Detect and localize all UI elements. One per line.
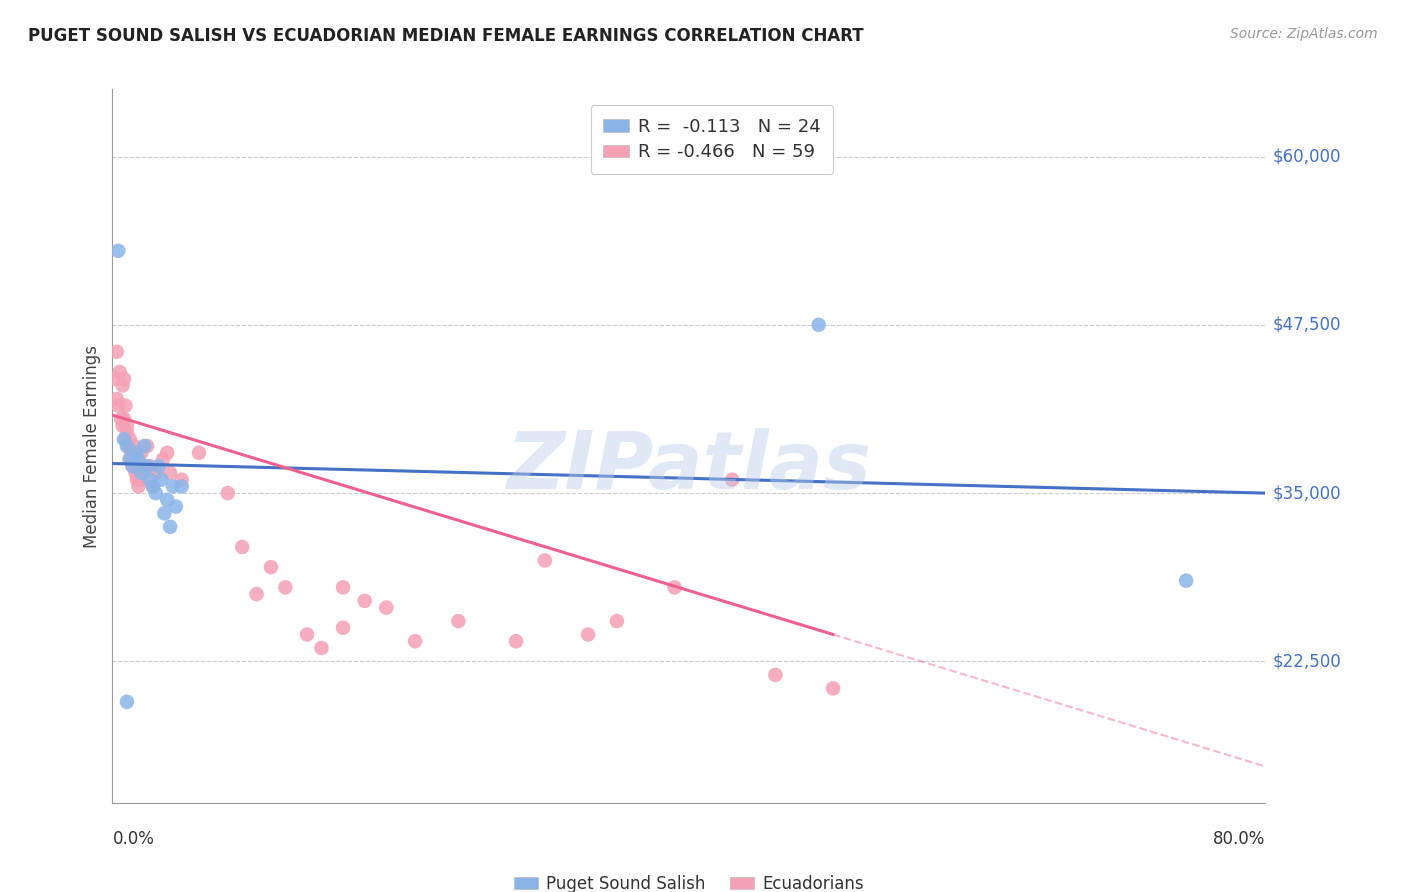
Point <box>311 640 333 655</box>
Point <box>159 466 181 480</box>
Point <box>150 473 173 487</box>
Point <box>105 392 128 406</box>
Point <box>117 439 139 453</box>
Text: $60,000: $60,000 <box>1272 147 1341 166</box>
Point <box>114 432 136 446</box>
Point <box>139 473 162 487</box>
Point <box>115 439 138 453</box>
Text: $35,000: $35,000 <box>1272 484 1341 502</box>
Point <box>721 473 744 487</box>
Point <box>664 580 686 594</box>
Point <box>104 372 127 386</box>
Point <box>115 695 138 709</box>
Point <box>139 459 162 474</box>
Point <box>353 594 375 608</box>
Point <box>807 318 830 332</box>
Point <box>134 439 156 453</box>
Point <box>765 668 787 682</box>
Point <box>332 580 354 594</box>
Point <box>156 492 179 507</box>
Text: PUGET SOUND SALISH VS ECUADORIAN MEDIAN FEMALE EARNINGS CORRELATION CHART: PUGET SOUND SALISH VS ECUADORIAN MEDIAN … <box>28 27 863 45</box>
Point <box>118 432 141 446</box>
Point <box>245 587 267 601</box>
Point <box>110 412 132 426</box>
Point <box>231 540 253 554</box>
Point <box>121 459 143 474</box>
Point <box>136 459 159 474</box>
Point <box>188 446 211 460</box>
Point <box>170 473 193 487</box>
Legend: Puget Sound Salish, Ecuadorians: Puget Sound Salish, Ecuadorians <box>508 868 870 892</box>
Point <box>107 399 129 413</box>
Text: ZIPatlas: ZIPatlas <box>506 428 872 507</box>
Point <box>1175 574 1198 588</box>
Point <box>111 418 134 433</box>
Point <box>145 466 167 480</box>
Point <box>107 244 129 258</box>
Point <box>105 344 128 359</box>
Point <box>148 459 170 474</box>
Point <box>132 459 155 474</box>
Point <box>533 553 555 567</box>
Point <box>124 446 146 460</box>
Point <box>124 452 146 467</box>
Text: Source: ZipAtlas.com: Source: ZipAtlas.com <box>1230 27 1378 41</box>
Point <box>115 418 138 433</box>
Point <box>127 459 149 474</box>
Point <box>505 634 527 648</box>
Point <box>128 473 150 487</box>
Text: $22,500: $22,500 <box>1272 652 1341 671</box>
Text: $47,500: $47,500 <box>1272 316 1341 334</box>
Point <box>127 452 149 467</box>
Point <box>118 452 141 467</box>
Point <box>112 412 135 426</box>
Point <box>217 486 239 500</box>
Point <box>260 560 283 574</box>
Point <box>152 452 174 467</box>
Point <box>142 479 165 493</box>
Point <box>142 479 165 493</box>
Point <box>159 520 181 534</box>
Point <box>111 378 134 392</box>
Point <box>156 446 179 460</box>
Point <box>134 466 156 480</box>
Point <box>136 439 159 453</box>
Point <box>121 459 143 474</box>
Point <box>821 681 844 696</box>
Point <box>112 372 135 386</box>
Point <box>129 466 153 480</box>
Point <box>122 439 145 453</box>
Point <box>124 466 146 480</box>
Point <box>115 425 138 440</box>
Point <box>332 621 354 635</box>
Point <box>125 473 148 487</box>
Text: 80.0%: 80.0% <box>1213 830 1265 847</box>
Point <box>404 634 426 648</box>
Y-axis label: Median Female Earnings: Median Female Earnings <box>83 344 101 548</box>
Point <box>162 479 184 493</box>
Point <box>112 432 135 446</box>
Point <box>127 479 149 493</box>
Point <box>295 627 318 641</box>
Point <box>576 627 599 641</box>
Point <box>606 614 628 628</box>
Point <box>274 580 297 594</box>
Point <box>170 479 193 493</box>
Point <box>120 446 142 460</box>
Point <box>447 614 470 628</box>
Point <box>165 500 187 514</box>
Point <box>108 365 131 379</box>
Point <box>153 506 176 520</box>
Point <box>118 452 141 467</box>
Point <box>129 446 153 460</box>
Point <box>145 486 167 500</box>
Point <box>375 600 398 615</box>
Point <box>114 399 136 413</box>
Text: 0.0%: 0.0% <box>112 830 155 847</box>
